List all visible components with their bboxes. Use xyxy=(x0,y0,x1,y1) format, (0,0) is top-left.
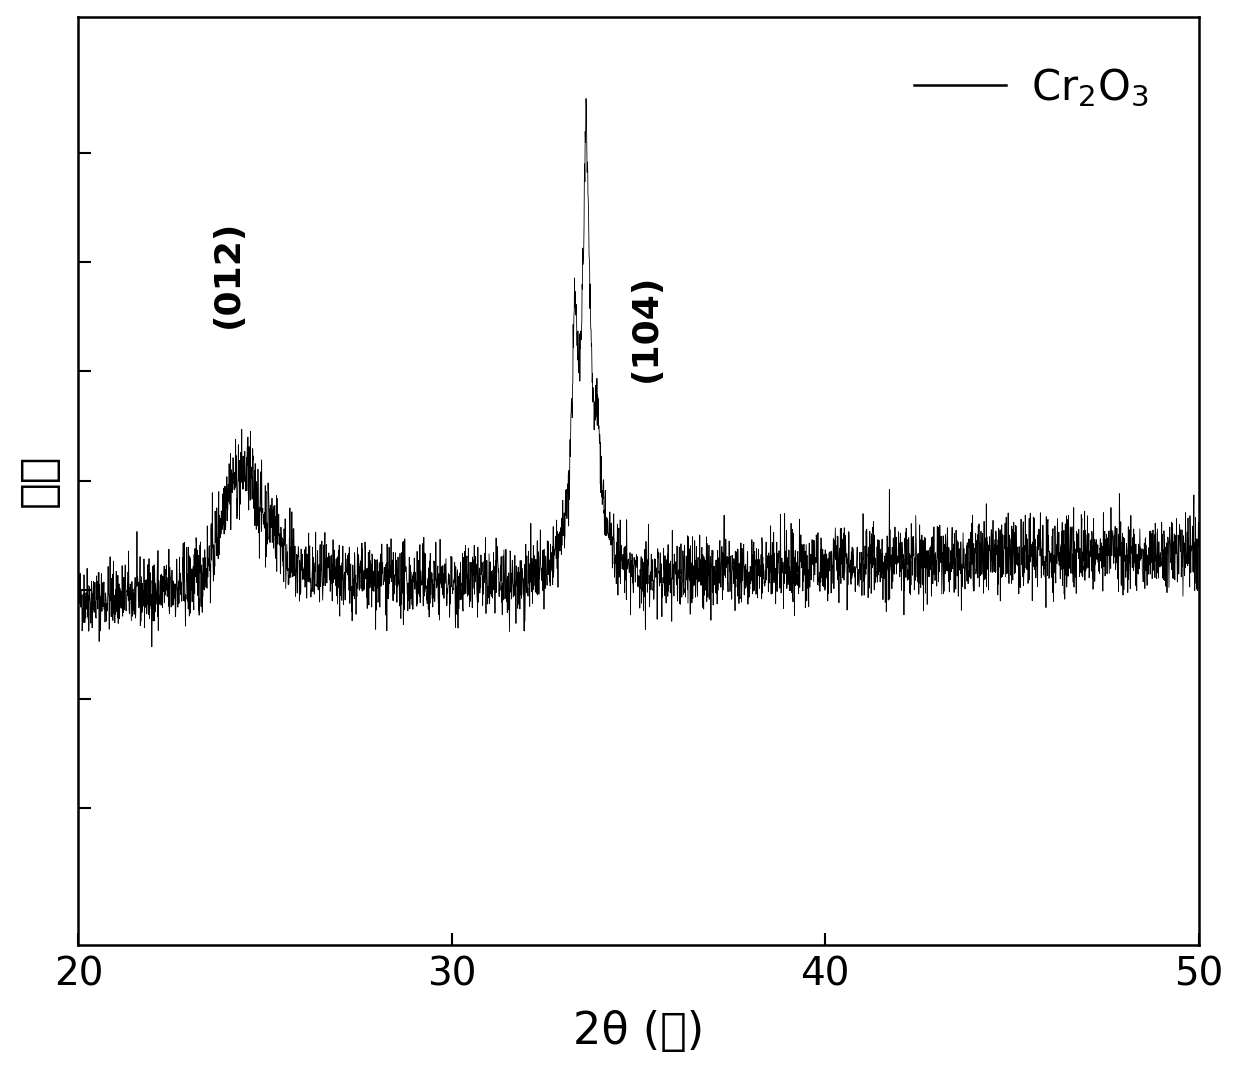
X-axis label: 2θ (度): 2θ (度) xyxy=(573,1010,704,1053)
Text: (012): (012) xyxy=(211,219,244,327)
Y-axis label: 强度: 强度 xyxy=(16,454,60,507)
Legend: Cr$_2$O$_3$: Cr$_2$O$_3$ xyxy=(898,50,1166,125)
Text: (104): (104) xyxy=(629,274,663,382)
